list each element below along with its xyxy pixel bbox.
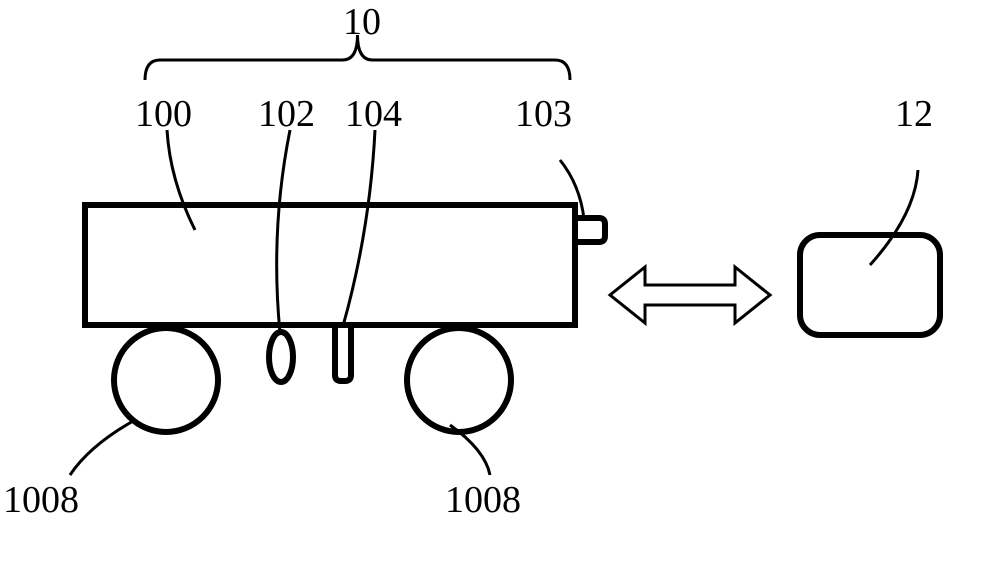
label-small-oval: 102 [258, 92, 315, 136]
label-group: 10 [343, 0, 381, 44]
label-small-rect: 104 [345, 92, 402, 136]
label-wheel-right: 1008 [445, 478, 521, 522]
label-wheel-left: 1008 [3, 478, 79, 522]
label-body: 100 [135, 92, 192, 136]
diagram-svg [0, 0, 1000, 561]
label-protrusion: 103 [515, 92, 572, 136]
label-remote: 12 [895, 92, 933, 136]
